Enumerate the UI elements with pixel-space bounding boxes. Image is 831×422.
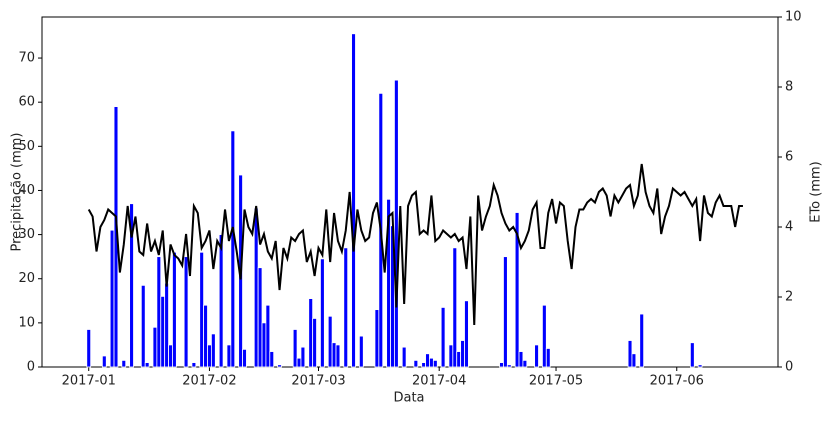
bar <box>331 342 337 368</box>
x-tick-label: 2017-03 <box>291 374 345 389</box>
bar <box>152 326 158 368</box>
bar <box>269 351 275 368</box>
bar <box>327 315 333 368</box>
bar <box>335 344 341 368</box>
plot-frame <box>41 16 779 368</box>
x-axis-label: Data <box>393 391 424 406</box>
y2-tick-label: 10 <box>785 10 802 25</box>
bar <box>514 212 520 368</box>
y-tick-label: 50 <box>18 139 35 154</box>
bar <box>631 353 637 368</box>
line <box>87 163 743 326</box>
bar <box>421 362 426 368</box>
bar <box>518 351 524 368</box>
bar <box>300 346 306 368</box>
y-tick-label: 20 <box>18 271 35 286</box>
bar <box>351 33 356 368</box>
bar <box>545 348 551 368</box>
x-tick-label: 2017-05 <box>529 374 583 389</box>
bar <box>394 79 399 368</box>
bar <box>440 307 446 368</box>
bar <box>534 344 539 368</box>
y2-tick-label: 2 <box>785 290 793 305</box>
bar <box>413 359 419 368</box>
bar <box>86 329 92 368</box>
bar <box>320 258 325 368</box>
bar <box>129 203 134 368</box>
bar <box>358 335 364 368</box>
bar <box>168 344 173 368</box>
y2-tick-label: 6 <box>785 150 793 165</box>
x-tick-label: 2017-01 <box>62 374 116 389</box>
bar <box>506 364 512 368</box>
bar <box>101 355 107 368</box>
bar <box>277 364 282 368</box>
bar <box>160 295 166 368</box>
x-tick-label: 2017-04 <box>412 374 466 389</box>
bar <box>374 309 380 368</box>
y2-axis-label: ETo (mm) <box>809 161 824 223</box>
bar <box>144 362 150 368</box>
bar <box>172 251 177 368</box>
bar <box>542 304 547 368</box>
bar <box>343 247 349 368</box>
bar <box>429 357 434 368</box>
bar <box>210 333 216 368</box>
bar <box>140 284 146 368</box>
bar <box>156 256 162 368</box>
y-tick-label: 0 <box>27 360 35 375</box>
bar <box>242 348 247 368</box>
bar <box>689 342 695 368</box>
bar <box>499 362 504 368</box>
y2-tick-label: 8 <box>785 80 793 95</box>
y-tick-label: 10 <box>18 315 35 330</box>
bar <box>432 359 438 368</box>
bar <box>121 359 127 368</box>
x-tick-label: 2017-02 <box>182 374 236 389</box>
bar <box>639 313 645 368</box>
bar <box>464 300 469 368</box>
bar <box>296 357 302 368</box>
bar <box>308 298 314 368</box>
bar <box>265 304 271 368</box>
bar <box>425 353 430 368</box>
bar <box>203 304 208 368</box>
bar <box>257 267 263 368</box>
bar <box>207 344 212 368</box>
bar <box>183 256 189 368</box>
bar <box>218 234 224 368</box>
bar <box>503 256 508 368</box>
bar <box>697 364 703 368</box>
y2-tick-label: 0 <box>785 360 793 375</box>
bar <box>627 340 633 368</box>
bar <box>230 130 236 368</box>
bar <box>448 344 454 368</box>
y-tick-label: 30 <box>18 227 35 242</box>
bar <box>460 340 465 368</box>
bar <box>253 207 259 368</box>
y-tick-label: 70 <box>18 51 35 66</box>
bar <box>199 251 205 368</box>
bar <box>226 344 232 368</box>
y-tick-label: 60 <box>18 95 35 110</box>
bar <box>109 229 115 368</box>
x-tick-label: 2017-06 <box>650 374 704 389</box>
bar <box>401 346 407 368</box>
bar <box>261 322 267 368</box>
bar <box>191 362 197 368</box>
bar <box>456 351 462 368</box>
y-tick-label: 40 <box>18 183 35 198</box>
bar <box>164 282 169 368</box>
y2-tick-label: 4 <box>785 220 793 235</box>
bar <box>452 247 458 368</box>
bar <box>522 359 528 368</box>
y-axis-label: Precipitação (mm) <box>10 132 25 251</box>
bar <box>292 329 298 368</box>
bar <box>312 318 317 368</box>
